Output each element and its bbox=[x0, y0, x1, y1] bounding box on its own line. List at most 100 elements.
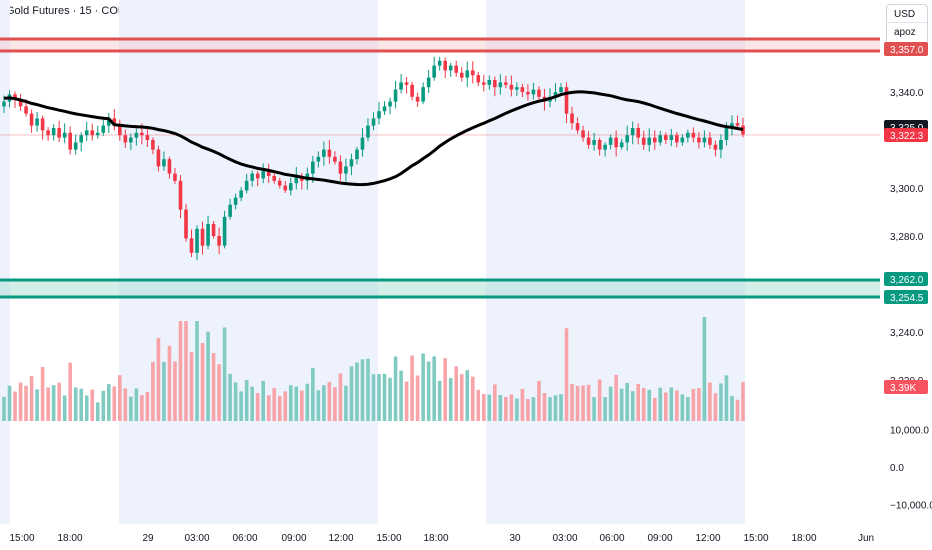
resistance-price-tag-bg bbox=[884, 42, 928, 56]
candle-body bbox=[349, 159, 354, 167]
volume-bar bbox=[84, 395, 89, 421]
volume-bar bbox=[57, 382, 61, 421]
volume-bar bbox=[437, 380, 442, 421]
candle-body bbox=[421, 87, 425, 102]
last-price-tag: 3,322.3 bbox=[890, 131, 924, 142]
volume-bar bbox=[211, 353, 216, 421]
moving-average bbox=[3, 90, 744, 187]
volume-bar bbox=[564, 328, 569, 421]
candle-body bbox=[29, 113, 34, 126]
volume-bar bbox=[206, 331, 210, 421]
time-tick-label: 15:00 bbox=[9, 533, 34, 544]
candle-body bbox=[432, 65, 436, 78]
candle-body bbox=[371, 118, 376, 126]
volume-bar bbox=[167, 345, 172, 421]
candle-body bbox=[415, 96, 420, 102]
volume-bar bbox=[29, 376, 34, 421]
time-tick-label: 06:00 bbox=[599, 533, 624, 544]
volume-bar bbox=[548, 397, 552, 421]
candle-body bbox=[691, 132, 696, 138]
volume-tick-label: 0.0 bbox=[890, 463, 904, 474]
volume-bar bbox=[162, 361, 166, 421]
candle-body bbox=[658, 135, 663, 143]
candle-body bbox=[443, 60, 447, 71]
candle-body bbox=[713, 144, 718, 150]
volume-last-tag-bg bbox=[884, 380, 928, 394]
volume-tick-label: 10,000.0 bbox=[890, 426, 929, 437]
volume-bar bbox=[322, 385, 326, 421]
candle-body bbox=[603, 144, 607, 150]
volume-bar bbox=[73, 387, 78, 421]
candle-body bbox=[515, 87, 519, 90]
candle-body bbox=[84, 130, 89, 136]
candle-body bbox=[520, 87, 525, 92]
candle-body bbox=[145, 135, 150, 140]
candle-body bbox=[504, 82, 508, 85]
time-tick-label: 30 bbox=[509, 533, 521, 544]
volume-bar bbox=[487, 394, 492, 421]
candle-body bbox=[244, 180, 249, 191]
candle-body bbox=[106, 118, 111, 126]
candle-body bbox=[470, 70, 475, 76]
volume-bar bbox=[195, 321, 199, 421]
volume-bar bbox=[90, 389, 95, 421]
volume-bar bbox=[724, 375, 729, 421]
volume-bar bbox=[730, 395, 734, 421]
scale-mode-label[interactable]: apoz bbox=[887, 22, 927, 39]
volume-bar bbox=[101, 390, 106, 421]
volume-bar bbox=[443, 358, 447, 421]
candle-body bbox=[57, 128, 61, 138]
time-tick-label: 15:00 bbox=[376, 533, 401, 544]
volume-bar bbox=[79, 388, 84, 421]
session-band bbox=[0, 0, 10, 524]
volume-bar bbox=[311, 367, 315, 421]
candle-body bbox=[13, 94, 17, 100]
volume-bar bbox=[184, 321, 188, 421]
volume-bar bbox=[35, 389, 39, 421]
volume-bar bbox=[415, 375, 420, 421]
volume-bar bbox=[305, 383, 310, 421]
candle-body bbox=[272, 176, 277, 181]
volume-bar bbox=[509, 394, 514, 421]
volume-bar bbox=[106, 384, 111, 421]
time-tick-label: 18:00 bbox=[791, 533, 816, 544]
volume-bar bbox=[222, 327, 227, 421]
volume-bar bbox=[735, 399, 740, 421]
volume-bar bbox=[68, 362, 72, 421]
candle-body bbox=[735, 123, 740, 126]
volume-bar bbox=[432, 356, 436, 421]
candle-body bbox=[730, 123, 734, 128]
last-price-tag-bg bbox=[884, 128, 928, 142]
candle-body bbox=[129, 137, 133, 143]
volume-bar bbox=[388, 377, 392, 421]
candle-body bbox=[228, 204, 232, 217]
volume-bar bbox=[614, 374, 618, 421]
time-tick-label: 03:00 bbox=[552, 533, 577, 544]
volume-bar bbox=[228, 373, 232, 421]
candle-body bbox=[680, 137, 685, 143]
candle-body bbox=[189, 238, 194, 253]
candle-body bbox=[382, 106, 387, 112]
volume-bar bbox=[393, 356, 398, 421]
candle-body bbox=[18, 99, 23, 107]
candle-body bbox=[266, 171, 271, 176]
candle-body bbox=[553, 92, 558, 97]
volume-bar bbox=[570, 384, 574, 421]
currency-label[interactable]: USD bbox=[894, 9, 916, 20]
volume-bar bbox=[708, 382, 712, 421]
candle-body bbox=[35, 118, 39, 126]
time-tick-label: Jun bbox=[858, 533, 874, 544]
volume-bar bbox=[652, 397, 657, 421]
volume-bar bbox=[255, 393, 260, 421]
volume-bar bbox=[62, 395, 67, 421]
volume-bar bbox=[597, 379, 602, 421]
volume-bar bbox=[465, 370, 470, 421]
volume-bar bbox=[520, 388, 525, 421]
volume-bar bbox=[592, 397, 596, 421]
candle-body bbox=[184, 209, 188, 239]
volume-bar bbox=[663, 392, 668, 421]
volume-bar bbox=[559, 394, 563, 421]
volume-bar bbox=[327, 382, 332, 421]
support-lower-price-tag-bg bbox=[884, 290, 928, 304]
